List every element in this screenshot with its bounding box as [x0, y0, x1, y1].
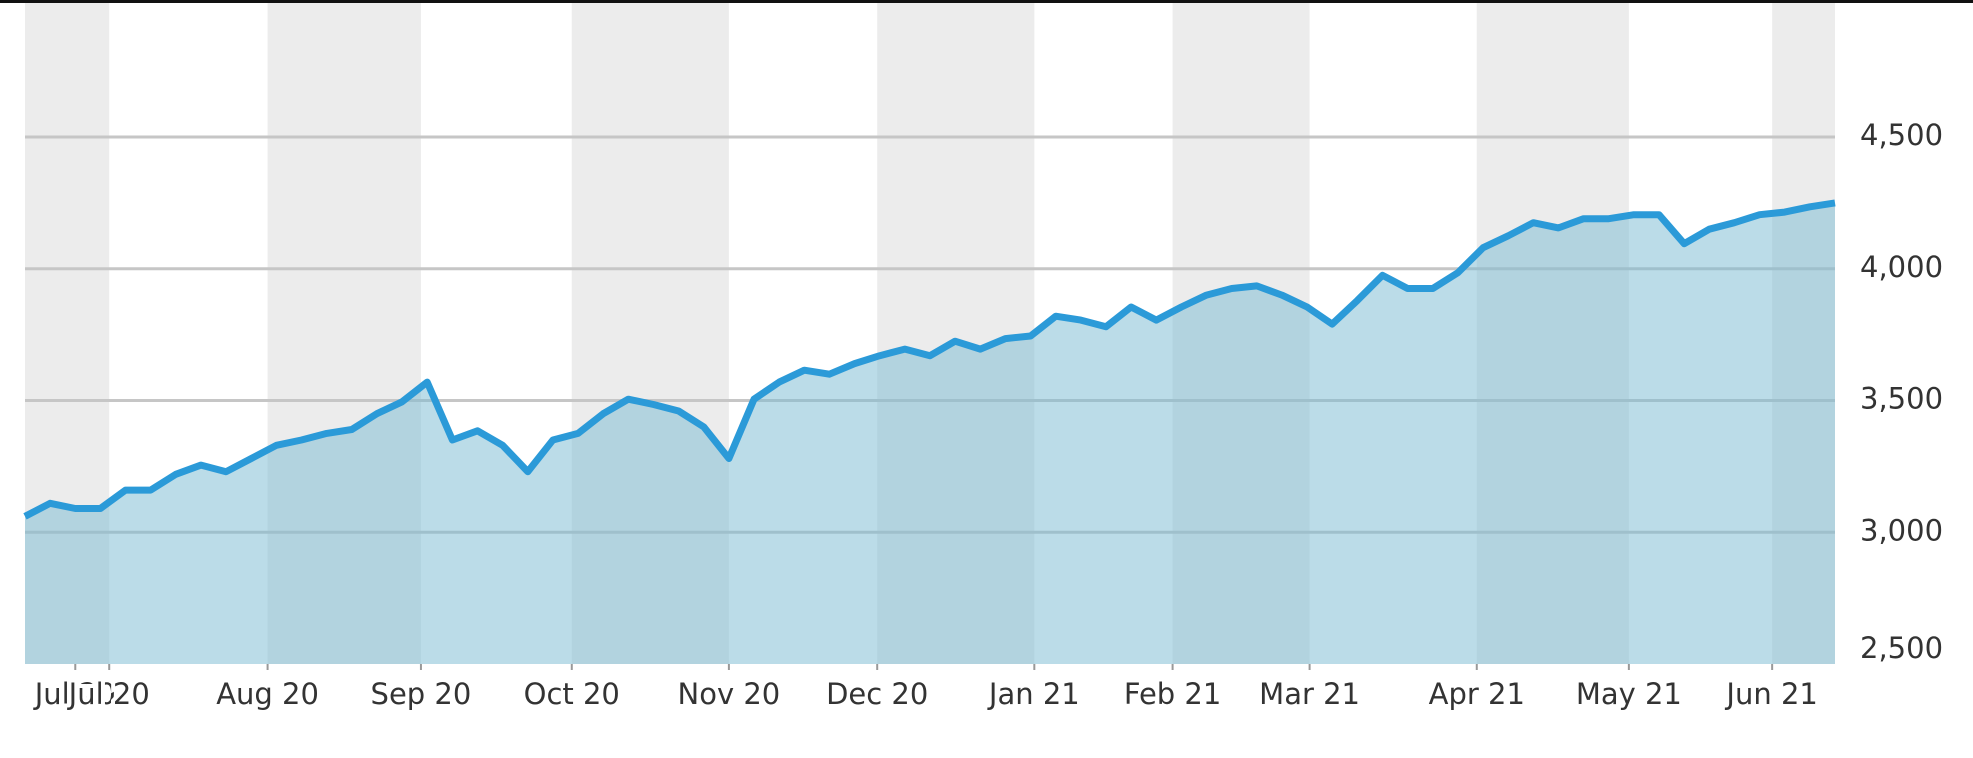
y-tick-label: 2,500: [1860, 631, 1943, 665]
y-tick-label: 4,000: [1860, 250, 1943, 284]
x-tick-label: Jun 21: [1724, 677, 1817, 711]
x-tick-label: Jul 20: [33, 677, 116, 711]
top-border: [0, 0, 1973, 3]
x-tick-label: Mar 21: [1259, 677, 1360, 711]
x-tick-label: Oct 20: [524, 677, 620, 711]
y-tick-label: 3,000: [1860, 513, 1943, 547]
x-tick-label: May 21: [1576, 677, 1682, 711]
y-tick-label: 3,500: [1860, 382, 1943, 416]
x-tick-label: Dec 20: [826, 677, 928, 711]
y-tick-label: 4,500: [1860, 118, 1943, 152]
line: [23, 199, 1836, 520]
x-tick-label: Sep 20: [371, 677, 472, 711]
x-tick-label: Jul 20: [67, 677, 150, 711]
x-tick-label: Apr 21: [1429, 677, 1525, 711]
area: [25, 202, 1835, 664]
x-tick-label: Jan 21: [987, 677, 1080, 711]
x-tick-label: Nov 20: [678, 677, 781, 711]
x-tick-label: Feb 21: [1124, 677, 1221, 711]
x-tick-label: Aug 20: [216, 677, 319, 711]
